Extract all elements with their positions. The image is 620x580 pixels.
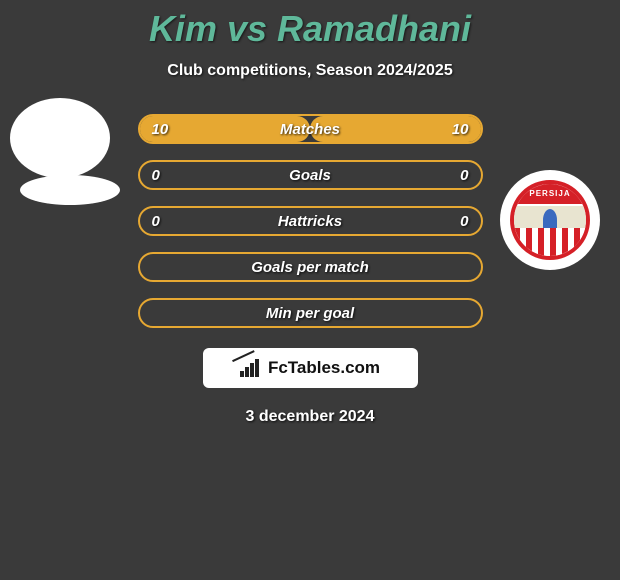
stat-label: Matches — [280, 121, 340, 138]
date-text: 3 december 2024 — [0, 408, 620, 426]
persija-text: PERSIJA — [529, 189, 570, 198]
stat-value-left: 10 — [152, 121, 169, 138]
left-club-badge — [10, 98, 110, 178]
site-label: FcTables.com — [268, 358, 380, 378]
persija-top-band: PERSIJA — [514, 182, 586, 206]
stat-row: 0 0 Goals — [138, 160, 483, 190]
stat-value-right: 0 — [460, 213, 468, 230]
stat-row: 10 10 Matches — [138, 114, 483, 144]
stat-value-left: 0 — [152, 167, 160, 184]
stat-label: Goals — [289, 167, 331, 184]
site-badge: FcTables.com — [203, 348, 418, 388]
stat-label: Goals per match — [251, 259, 369, 276]
stat-value-left: 0 — [152, 213, 160, 230]
stat-row: 0 0 Hattricks — [138, 206, 483, 236]
right-club-badge: PERSIJA — [500, 170, 600, 270]
page-subtitle: Club competitions, Season 2024/2025 — [0, 62, 620, 80]
stat-label: Min per goal — [266, 305, 354, 322]
stat-value-right: 0 — [460, 167, 468, 184]
stat-label: Hattricks — [278, 213, 342, 230]
stat-row: Min per goal — [138, 298, 483, 328]
left-player-badge — [20, 175, 120, 205]
page-title: Kim vs Ramadhani — [0, 0, 620, 50]
persija-logo: PERSIJA — [510, 180, 590, 260]
stat-row: Goals per match — [138, 252, 483, 282]
chart-icon — [240, 359, 262, 377]
stat-value-right: 10 — [452, 121, 469, 138]
persija-stripes — [514, 228, 586, 256]
